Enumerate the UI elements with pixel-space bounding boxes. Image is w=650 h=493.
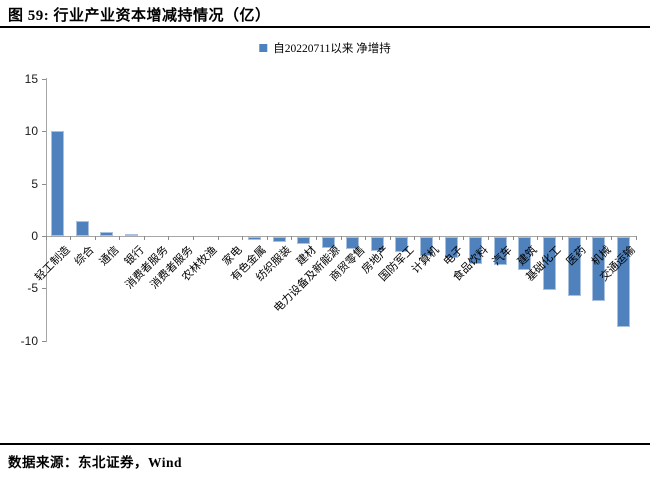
x-axis-tick xyxy=(537,236,539,240)
x-axis-tick xyxy=(266,236,268,240)
x-axis-tick xyxy=(217,236,219,240)
x-axis-label: 轻工制造 xyxy=(32,244,73,284)
chart-legend: 自20220711以来 净增持 xyxy=(259,40,391,56)
x-axis-tick xyxy=(119,236,121,240)
x-axis-tick xyxy=(561,236,563,240)
bar xyxy=(297,236,311,244)
bar xyxy=(616,236,630,327)
title-divider xyxy=(0,26,650,28)
y-axis-line xyxy=(45,78,47,342)
x-axis-tick xyxy=(463,236,465,240)
bar xyxy=(75,221,89,236)
x-axis-tick xyxy=(340,236,342,240)
legend-label: 自20220711以来 净增持 xyxy=(273,43,391,55)
bar xyxy=(592,236,606,302)
y-axis-tick xyxy=(41,340,46,342)
x-axis-tick xyxy=(94,236,96,240)
figure-title: 图 59: 行业产业资本增减持情况（亿） xyxy=(8,8,271,24)
y-axis-tick-label: -10 xyxy=(20,333,38,348)
data-source: 数据来源：东北证券，Wind xyxy=(8,455,183,470)
y-axis-tick xyxy=(41,183,46,185)
y-axis-tick xyxy=(41,78,46,80)
bar xyxy=(100,231,114,236)
x-axis-label: 计算机 xyxy=(409,244,442,276)
bar xyxy=(542,236,556,290)
bar xyxy=(518,236,532,270)
bar xyxy=(444,236,458,259)
y-axis-tick-label: 5 xyxy=(31,176,38,191)
bar xyxy=(370,236,384,252)
bar xyxy=(51,131,65,236)
x-axis-tick xyxy=(586,236,588,240)
x-axis-tick xyxy=(242,236,244,240)
y-axis-tick-label: 0 xyxy=(31,229,38,243)
bar xyxy=(395,236,409,253)
plot-area: 15 10 5 0 -5 -10 轻工制造 综合 通信 银行 消费者服务 消费者服务 农林牧渔 家电 有色金… xyxy=(20,71,638,348)
x-axis-tick xyxy=(488,236,489,240)
bar xyxy=(247,236,261,240)
x-axis-tick xyxy=(512,236,514,240)
x-axis-label: 医药 xyxy=(564,244,589,269)
x-axis-tick xyxy=(291,236,293,240)
legend-marker-icon xyxy=(259,44,268,52)
bar xyxy=(321,236,335,249)
source-divider xyxy=(0,443,650,445)
x-axis-label: 汽车 xyxy=(490,244,515,269)
x-axis-tick xyxy=(168,236,170,240)
y-axis-tick-label: -5 xyxy=(27,281,38,296)
bar xyxy=(493,236,507,265)
y-axis-tick-label: 15 xyxy=(24,71,38,86)
bar xyxy=(272,236,286,242)
bar xyxy=(125,233,139,236)
x-axis-tick xyxy=(45,236,47,240)
y-axis-tick xyxy=(41,236,46,237)
bar xyxy=(346,236,360,250)
x-axis-tick xyxy=(193,236,194,240)
bar xyxy=(567,236,581,297)
x-axis-tick xyxy=(414,236,416,240)
y-axis-tick-label: 10 xyxy=(24,124,38,139)
x-axis-tick xyxy=(610,236,612,240)
bar xyxy=(420,236,434,257)
y-axis-tick xyxy=(41,288,46,290)
y-axis-tick xyxy=(41,131,46,133)
x-axis-tick xyxy=(389,236,391,240)
bar xyxy=(469,236,483,264)
x-axis-tick xyxy=(315,236,317,240)
x-axis-tick xyxy=(143,236,145,240)
x-axis-label: 综合 xyxy=(72,244,97,269)
x-axis-tick xyxy=(438,236,440,240)
x-axis-tick xyxy=(70,236,72,240)
x-axis-tick xyxy=(635,236,637,240)
x-axis-tick xyxy=(365,236,367,240)
x-axis-label: 通信 xyxy=(97,244,122,269)
